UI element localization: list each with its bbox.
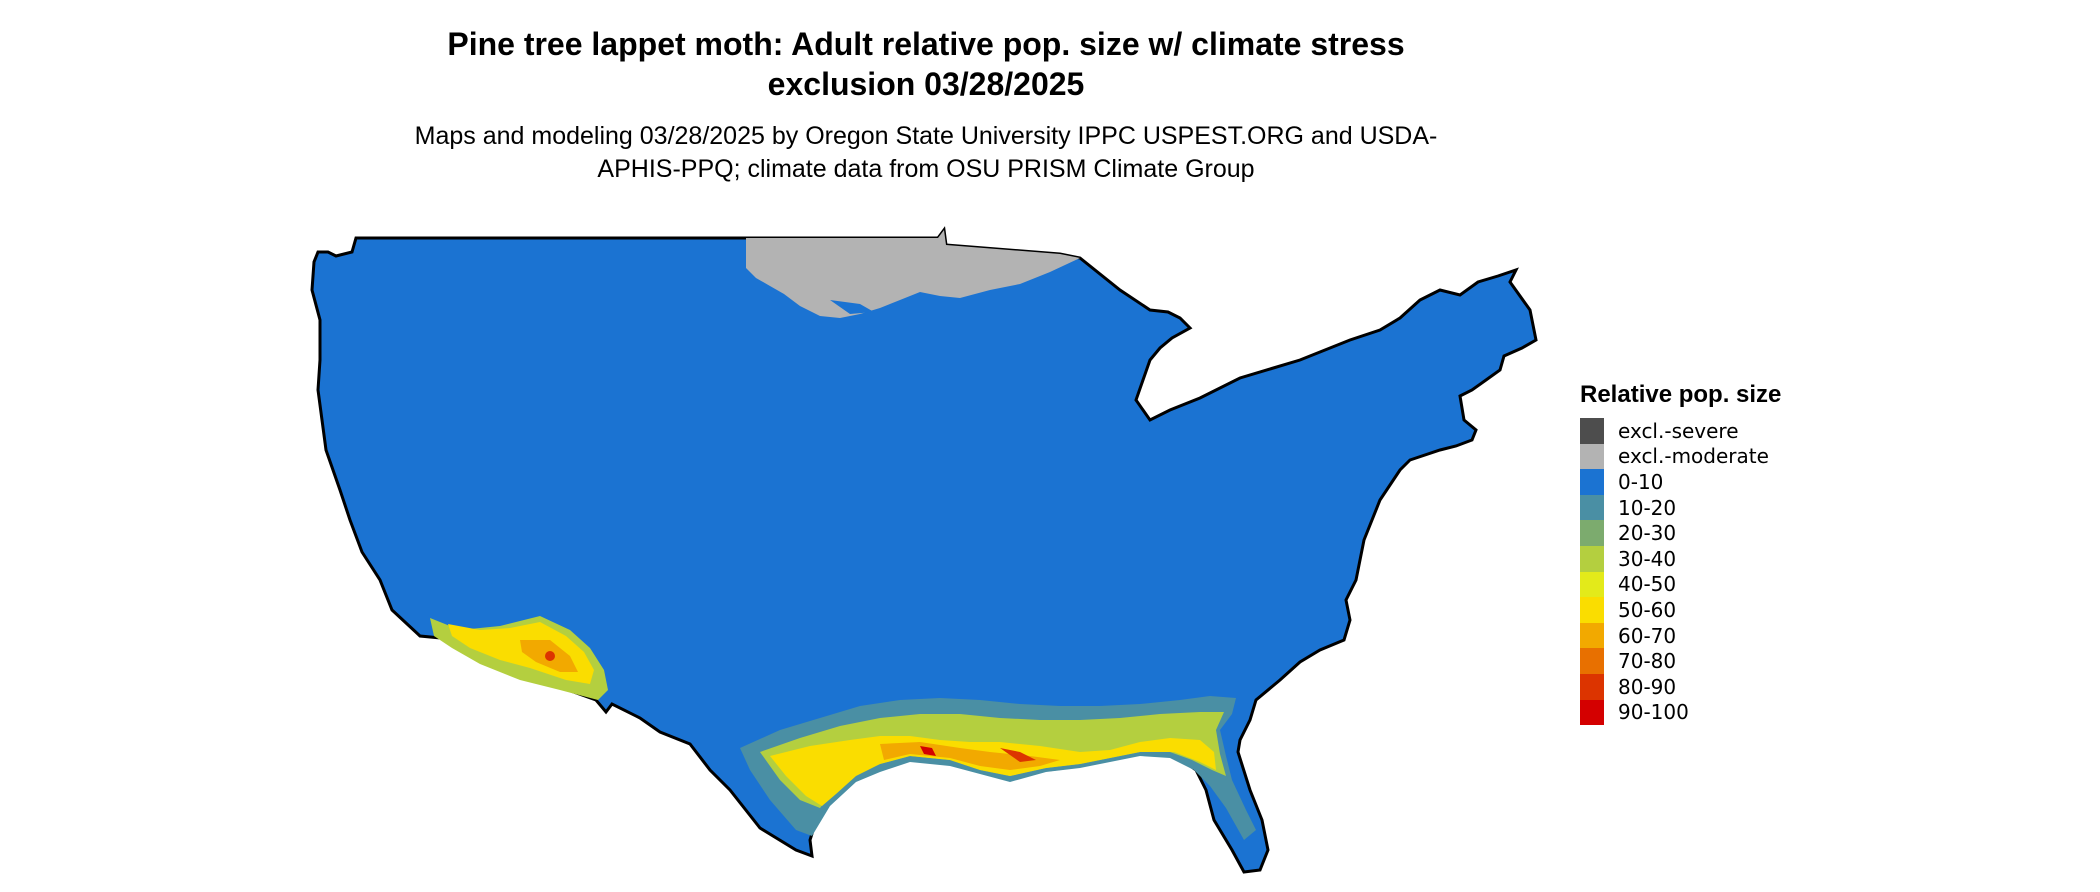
legend-label: 60-70 xyxy=(1618,623,1677,648)
excluded-moderate-notch xyxy=(830,300,874,314)
legend-title: Relative pop. size xyxy=(1580,381,1782,408)
map-title: Pine tree lappet moth: Adult relative po… xyxy=(447,26,1405,102)
legend-swatch xyxy=(1580,418,1604,444)
excluded-moderate-area xyxy=(746,230,1080,318)
map-subtitle: Maps and modeling 03/28/2025 by Oregon S… xyxy=(414,122,1438,183)
legend-swatch xyxy=(1580,699,1604,726)
legend-label: 30-40 xyxy=(1618,546,1677,571)
title-block: Pine tree lappet moth: Adult relative po… xyxy=(0,24,1852,186)
zone-gulf-90-100 xyxy=(920,746,936,756)
legend: Relative pop. size excl.-severe excl.-mod… xyxy=(1580,380,1782,726)
legend-label: 10-20 xyxy=(1618,495,1677,520)
legend-swatch xyxy=(1580,571,1604,598)
legend-item: 10-20 xyxy=(1580,494,1781,521)
legend-item: 0-10 xyxy=(1580,469,1781,495)
legend-swatch xyxy=(1580,494,1604,521)
legend-label: 90-100 xyxy=(1618,700,1689,725)
legend-item: 90-100 xyxy=(1580,699,1781,726)
legend-item: 50-60 xyxy=(1580,597,1781,623)
legend-item: 40-50 xyxy=(1580,571,1781,598)
legend-item: 30-40 xyxy=(1580,545,1781,572)
legend-swatch xyxy=(1580,673,1604,700)
legend-item: 80-90 xyxy=(1580,673,1781,700)
legend-label: 80-90 xyxy=(1618,674,1677,699)
legend-swatch xyxy=(1580,545,1604,572)
legend-item: excl.-moderate xyxy=(1580,443,1781,470)
legend-label: 40-50 xyxy=(1618,572,1677,597)
legend-swatch xyxy=(1580,520,1604,546)
legend-item: excl.-severe xyxy=(1580,418,1781,444)
legend-swatch xyxy=(1580,469,1604,495)
zone-gulf-80-90 xyxy=(1000,748,1036,762)
legend-label: 20-30 xyxy=(1618,521,1677,546)
us-map xyxy=(310,226,1538,874)
legend-item: 20-30 xyxy=(1580,520,1781,546)
legend-label: excl.-severe xyxy=(1618,418,1739,443)
legend-items: excl.-severe excl.-moderate 0-10 10-20 20-30… xyxy=(1580,418,1781,726)
legend-label: 70-80 xyxy=(1618,649,1677,674)
zone-southwest-80-90 xyxy=(545,651,555,661)
legend-item: 70-80 xyxy=(1580,648,1781,674)
us-outline xyxy=(310,226,1538,874)
legend-label: 0-10 xyxy=(1618,469,1664,494)
legend-swatch xyxy=(1580,648,1604,674)
legend-swatch xyxy=(1580,597,1604,623)
legend-swatch xyxy=(1580,622,1604,649)
legend-label: excl.-moderate xyxy=(1618,444,1769,469)
legend-item: 60-70 xyxy=(1580,622,1781,649)
zone-gulf-50-60 xyxy=(770,736,1216,806)
legend-swatch xyxy=(1580,443,1604,470)
legend-label: 50-60 xyxy=(1618,597,1677,622)
